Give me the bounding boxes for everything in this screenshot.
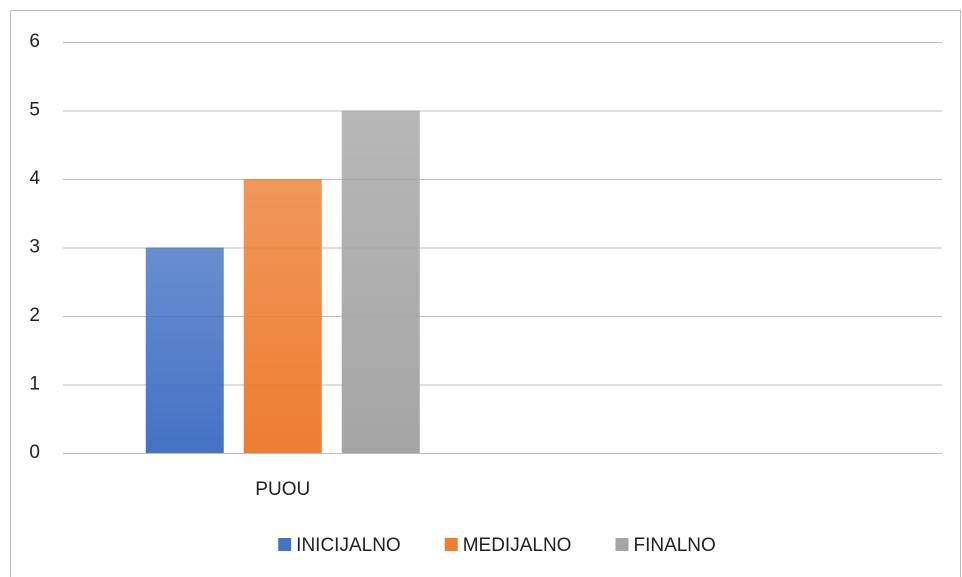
y-tick-label: 4 [29, 168, 40, 189]
legend-swatch [615, 538, 629, 551]
y-tick-label: 0 [29, 442, 40, 463]
legend-label: FINALNO [633, 535, 715, 556]
legend-swatch [444, 538, 458, 551]
legend-swatch [278, 538, 292, 551]
y-tick-label: 3 [29, 237, 40, 258]
bar [341, 110, 420, 453]
y-tick-label: 2 [29, 305, 40, 326]
x-tick-label: PUOU [255, 479, 310, 500]
bar [243, 179, 322, 453]
y-tick-label: 5 [29, 100, 40, 121]
y-tick-label: 1 [29, 374, 40, 395]
bar [145, 247, 224, 453]
legend: INICIJALNO MEDIJALNO FINALNO [278, 535, 716, 556]
legend-label: MEDIJALNO [463, 535, 572, 556]
legend-label: INICIJALNO [296, 535, 401, 556]
y-tick-label: 6 [29, 31, 40, 52]
